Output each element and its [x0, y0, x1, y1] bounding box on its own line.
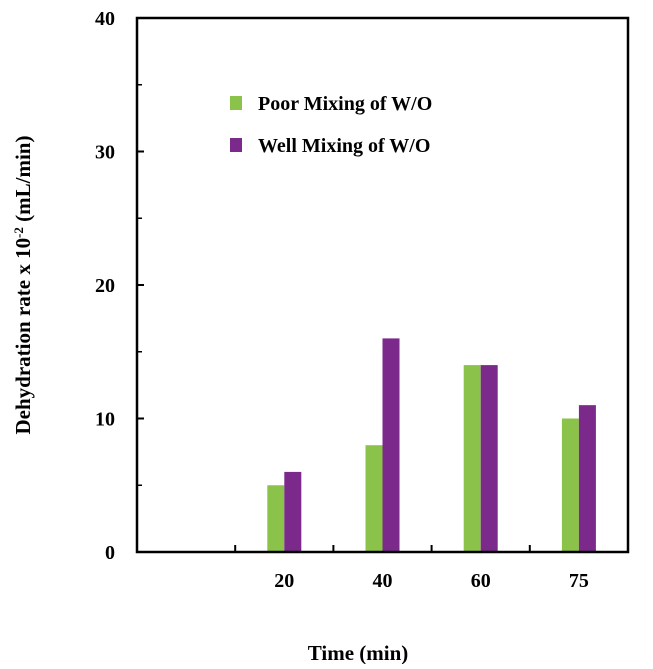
- y-tick-label: 20: [95, 275, 115, 297]
- bar-poor-mixing-20: [267, 485, 285, 552]
- legend: Poor Mixing of W/O Well Mixing of W/O: [230, 93, 432, 157]
- x-tick-label: 40: [373, 570, 393, 592]
- bars-layer: [267, 338, 596, 552]
- y-axis-title: Dehydration rate x 10-2 (mL/min): [11, 136, 36, 435]
- legend-label: Well Mixing of W/O: [258, 135, 430, 157]
- x-tick-label: 60: [471, 570, 491, 592]
- y-tick-label: 10: [95, 409, 115, 431]
- ticks-layer: 0 10 20 30 40 20 40 60 75: [95, 8, 589, 592]
- x-tick-label: 75: [569, 570, 589, 592]
- y-tick-label: 0: [105, 542, 115, 564]
- y-axis-title-unit: (mL/min): [11, 136, 35, 228]
- bar-poor-mixing-40: [365, 445, 383, 552]
- bar-well-mixing-40: [382, 338, 400, 552]
- bar-well-mixing-60: [480, 365, 498, 552]
- y-axis-title-exponent: -2: [11, 227, 26, 238]
- bar-poor-mixing-60: [463, 365, 481, 552]
- bar-well-mixing-20: [284, 471, 302, 552]
- bar-poor-mixing-75: [561, 418, 579, 552]
- y-tick-label: 30: [95, 142, 115, 164]
- y-axis-title-main: Dehydration rate x 10: [11, 238, 35, 435]
- x-axis-title: Time (min): [308, 641, 409, 664]
- legend-label: Poor Mixing of W/O: [258, 93, 432, 115]
- x-tick-label: 20: [274, 570, 294, 592]
- legend-swatch: [230, 96, 242, 110]
- bar-well-mixing-75: [578, 405, 596, 552]
- y-tick-label: 40: [95, 8, 115, 30]
- legend-swatch: [230, 138, 242, 152]
